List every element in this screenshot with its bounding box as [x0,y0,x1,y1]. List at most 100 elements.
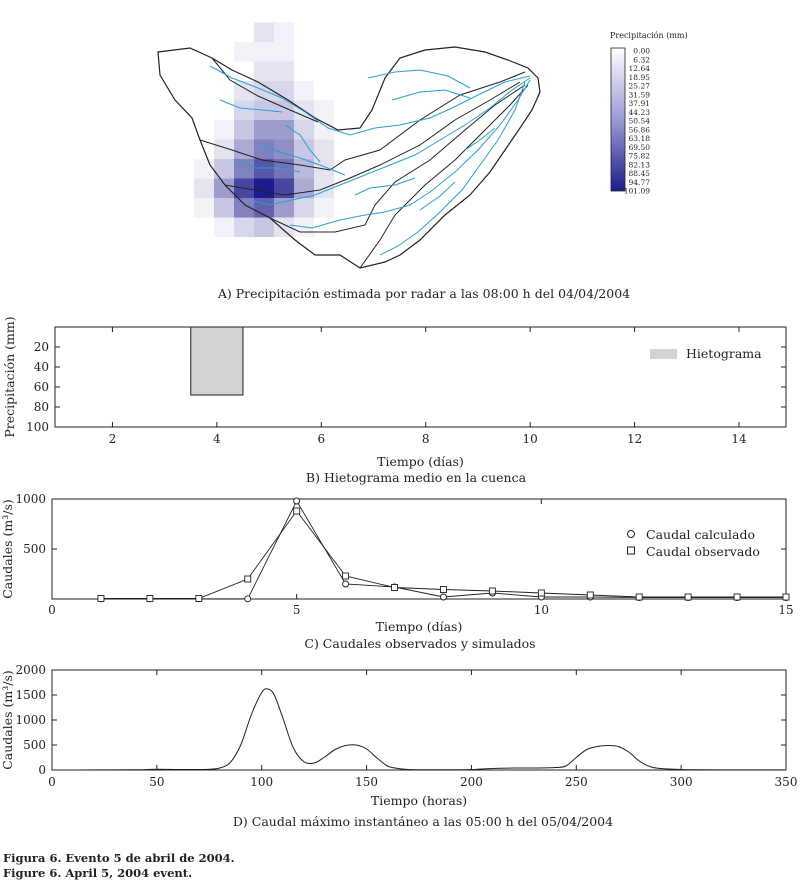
river [379,81,526,256]
point-observado [97,595,105,602]
legend-marker-calculado [627,530,635,538]
x-tick-label: 2 [109,432,117,446]
colorbar-tick-label: 44.23 [629,108,651,117]
river [464,127,496,151]
point-calculado [293,497,301,505]
radar-cell [234,217,254,237]
colorbar-tick-label: 101.09 [624,187,650,196]
river [419,181,456,211]
legend-label-hietograma: Hietograma [686,346,762,361]
radar-cell [274,81,294,101]
point-observado [488,587,496,595]
x-tick-label: 10 [523,432,538,446]
x-tick-label: 12 [627,432,642,446]
point-observado [733,593,741,601]
radar-cell [274,198,294,218]
x-tick-label: 100 [250,775,273,789]
radar-cell [294,120,314,140]
panel-d-hourly-discharge: 0 50 100 150 200 250 300 350 0 500 1000 1500 2000 Tie… [0,663,797,808]
point-calculado [440,593,447,601]
y-tick-label: 20 [34,340,49,354]
river [259,144,346,176]
river-network [209,65,531,256]
river [237,159,301,173]
subbasin-divide [269,84,526,233]
radar-cell [294,198,314,218]
radar-grid [194,22,334,237]
radar-cell [194,198,214,218]
panel-b-hyetograph: 2 4 6 8 10 12 14 20 40 60 80 100 Hietograma Tiempo (d… [2,316,787,469]
legend-label-calculado: Caudal calculado [646,527,755,542]
y-tick-label: 1000 [15,492,46,506]
colorbar-ticks: 0.006.3212.6418.9525.2731.5937.9144.2350… [624,47,650,196]
river [391,89,471,101]
x-tick-label: 14 [731,432,747,446]
point-observado [342,572,350,580]
radar-cell [234,120,254,140]
point-calculado [244,595,252,603]
radar-cell [254,178,274,198]
radar-cell [314,139,334,159]
point-observado [537,589,545,597]
river [289,79,531,229]
radar-cell [234,159,254,179]
colorbar-tick-label: 0.00 [633,47,650,56]
radar-cell [254,120,274,140]
river [249,77,531,206]
radar-cell [214,139,234,159]
radar-cell [294,178,314,198]
hydrograph-line [51,688,787,771]
radar-cell [214,178,234,198]
colorbar-tick-label: 6.32 [633,55,650,64]
river [219,99,283,113]
y-axis-label: Precipitación (mm) [2,316,17,437]
colorbar-tick-label: 31.59 [629,90,651,99]
radar-cell [294,159,314,179]
river [284,124,321,163]
colorbar-tick-label: 37.91 [629,99,650,108]
panel-c-caption: C) Caudales observados y simulados [304,636,535,651]
point-observado [244,575,252,583]
y-tick-label: 500 [23,542,46,556]
radar-cell [254,139,274,159]
point-observado [440,586,447,593]
radar-cell [234,198,254,218]
figure-caption-es: Figura 6. Evento 5 de abril de 2004. [3,851,235,865]
hyetograph-bar [190,326,244,396]
radar-cell [234,42,254,62]
radar-cell [274,139,294,159]
radar-cell [294,139,314,159]
radar-cell [214,159,234,179]
radar-cell [254,61,274,81]
y-tick-label: 100 [26,420,49,434]
panel-a-radar-map: Precipitación (mm) 0.006.3212.6418.9525.… [157,22,688,301]
colorbar-tick-label: 94.77 [629,178,651,187]
subbasin-divide [199,57,526,171]
y-tick-label: 2000 [15,663,46,677]
radar-cell [254,42,274,62]
y-tick-label: 80 [34,400,49,414]
radar-cell [234,139,254,159]
subbasin-divide [224,81,521,196]
radar-cell [214,217,234,237]
panel-b-caption: B) Hietograma medio en la cuenca [306,470,527,485]
x-axis-label: Tiempo (días) [377,454,464,469]
point-observado [635,593,643,601]
x-tick-label: 300 [670,775,693,789]
colorbar-tick-label: 88.45 [629,169,651,178]
point-observado [684,593,692,601]
legend-swatch-hietograma [650,349,677,359]
panel-b-plot-area [54,326,787,428]
panel-d-plot-area [51,669,787,771]
river [367,69,471,89]
y-tick-label: 1000 [15,713,46,727]
legend-marker-observado [627,546,635,555]
figure-caption-en: Figure 6. April 5, 2004 event. [3,866,193,880]
y-axis-label: Caudales (m³/s) [0,499,15,599]
radar-cell [194,178,214,198]
x-tick-label: 4 [213,432,221,446]
point-observado [782,593,790,601]
radar-cell [234,81,254,101]
radar-cell [234,100,254,120]
watershed-outline [157,46,541,269]
